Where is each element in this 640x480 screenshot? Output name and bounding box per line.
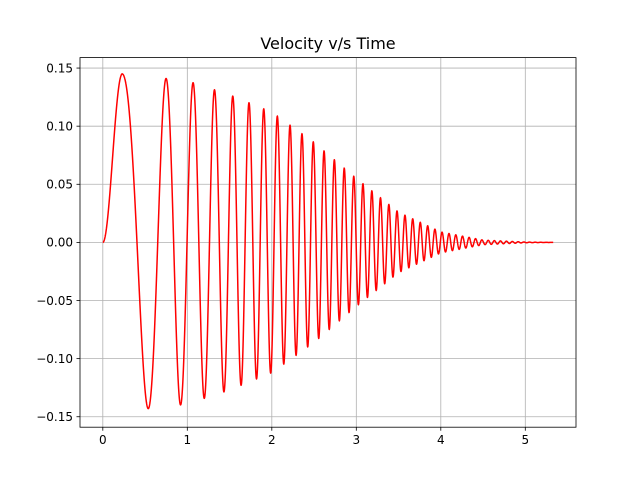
y-tick-label: 0.00: [46, 236, 73, 250]
y-tick-label: 0.05: [46, 178, 73, 192]
plot-frame: [79, 57, 577, 428]
x-tick-label: 3: [352, 433, 360, 447]
y-tick-label: 0.15: [46, 61, 73, 75]
y-tick-label: −0.10: [36, 352, 73, 366]
x-tick-label: 5: [521, 433, 529, 447]
y-tick-label: 0.10: [46, 119, 73, 133]
y-tick-label: −0.15: [36, 410, 73, 424]
x-tick-label: 1: [183, 433, 191, 447]
velocity-series-line: [102, 73, 554, 410]
y-tick-label: −0.05: [36, 294, 73, 308]
x-tick-label: 4: [437, 433, 445, 447]
x-tick-label: 2: [268, 433, 276, 447]
x-tick-label: 0: [99, 433, 107, 447]
tick-labels: 0 1 2 3 4 5 −0.15 −0.10 −0.05 0.00 0.05 0.10 0.15: [36, 61, 529, 447]
axis-ticks: [76, 67, 526, 431]
chart-title: Velocity v/s Time: [260, 34, 395, 53]
